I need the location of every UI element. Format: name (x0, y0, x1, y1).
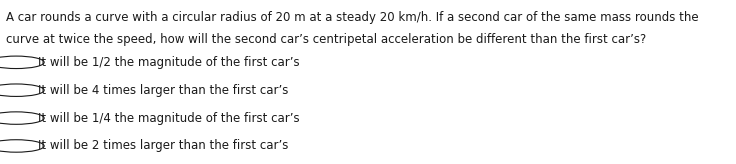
Text: A car rounds a curve with a circular radius of 20 m at a steady 20 km/h. If a se: A car rounds a curve with a circular rad… (6, 11, 698, 24)
Text: It will be 4 times larger than the first car’s: It will be 4 times larger than the first… (38, 84, 289, 97)
Text: curve at twice the speed, how will the second car’s centripetal acceleration be : curve at twice the speed, how will the s… (6, 33, 646, 46)
Text: It will be 2 times larger than the first car’s: It will be 2 times larger than the first… (38, 139, 289, 153)
Text: It will be 1/4 the magnitude of the first car’s: It will be 1/4 the magnitude of the firs… (38, 112, 300, 125)
Text: It will be 1/2 the magnitude of the first car’s: It will be 1/2 the magnitude of the firs… (38, 56, 300, 69)
